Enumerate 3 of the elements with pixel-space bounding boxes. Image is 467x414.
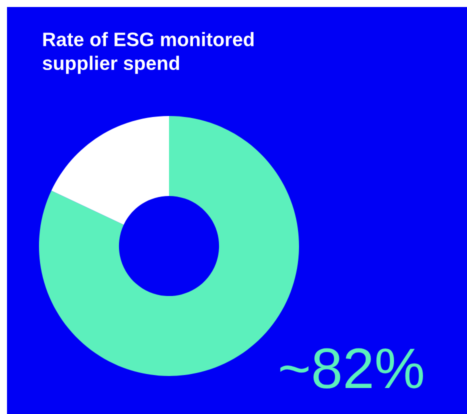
data-label: ~82% [280,348,423,389]
donut-slice [51,116,169,225]
chart-title: Rate of ESG monitored supplier spend [42,32,254,74]
